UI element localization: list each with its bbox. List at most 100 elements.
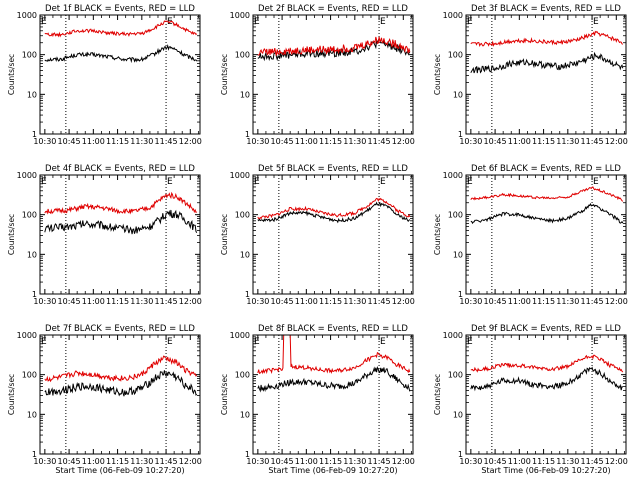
x-tick-label: 11:00 [295, 457, 318, 466]
x-tick-label: 10:45 [484, 297, 507, 306]
chart-title: Det 7f BLACK = Events, RED = LLD [45, 324, 195, 334]
marker-label: E [167, 337, 173, 347]
plot-frame [39, 174, 201, 295]
y-tick-label: 10 [27, 410, 37, 419]
y-tick-label: 100 [448, 371, 463, 380]
series-line-lld [470, 30, 624, 47]
x-tick-label: 10:30 [246, 137, 269, 146]
series-line-lld [470, 354, 624, 373]
x-tick-label: 12:00 [392, 137, 415, 146]
corner-label: E [467, 17, 473, 27]
y-tick-label: 100 [22, 211, 37, 220]
series-line-lld [470, 186, 624, 202]
x-tick-label: 10:45 [58, 297, 81, 306]
y-tick-label: 10 [240, 410, 250, 419]
x-tick-label: 11:15 [106, 137, 129, 146]
plot-frame [252, 14, 414, 135]
marker-label: E [167, 177, 173, 187]
x-tick-label: 11:30 [556, 297, 579, 306]
y-axis-label: Counts/sec [433, 214, 442, 255]
y-tick-label: 10 [453, 410, 463, 419]
y-tick-label: 1 [32, 450, 37, 459]
y-tick-label: 10 [27, 250, 37, 259]
x-tick-label: 11:15 [319, 137, 342, 146]
series-line-events [257, 366, 411, 393]
chart-title: Det 8f BLACK = Events, RED = LLD [258, 324, 408, 334]
series-line-events [470, 366, 624, 392]
y-tick-label: 10 [240, 250, 250, 259]
x-tick-label: 11:00 [82, 457, 105, 466]
y-tick-label: 10 [453, 90, 463, 99]
x-tick-label: 10:30 [459, 457, 482, 466]
y-tick-label: 1 [458, 290, 463, 299]
y-tick-label: 1 [245, 450, 250, 459]
plot-frame [39, 14, 201, 135]
marker-label: E [380, 177, 386, 187]
marker-label: E [593, 337, 599, 347]
x-tick-label: 11:00 [508, 137, 531, 146]
x-tick-label: 12:00 [179, 137, 202, 146]
chart-panel-1: Det 1f BLACK = Events, RED = LLD Counts/s… [7, 4, 202, 146]
series-line-lld [44, 355, 198, 383]
y-axis-label: Counts/sec [433, 374, 442, 415]
plot-frame [465, 174, 627, 295]
x-tick-label: 10:30 [33, 297, 56, 306]
chart-title: Det 6f BLACK = Events, RED = LLD [471, 164, 621, 174]
series-line-lld [257, 36, 411, 56]
x-tick-label: 11:45 [581, 137, 604, 146]
x-tick-label: 10:45 [271, 457, 294, 466]
y-tick-label: 100 [22, 371, 37, 380]
x-tick-label: 11:15 [319, 297, 342, 306]
y-tick-label: 100 [235, 371, 250, 380]
y-tick-label: 10 [27, 90, 37, 99]
series-line-events [470, 51, 624, 74]
chart-title: Det 4f BLACK = Events, RED = LLD [45, 164, 195, 174]
x-tick-label: 11:00 [295, 297, 318, 306]
x-tick-label: 12:00 [392, 297, 415, 306]
x-tick-label: 10:45 [271, 137, 294, 146]
x-tick-label: 10:30 [246, 297, 269, 306]
x-axis-label: Start Time (06-Feb-09 10:27:20) [481, 466, 610, 475]
series-line-lld [257, 197, 411, 220]
series-line-events [44, 370, 198, 397]
y-tick-label: 1000 [443, 11, 463, 20]
x-tick-label: 12:00 [605, 297, 628, 306]
marker-label: E [380, 337, 386, 347]
x-tick-label: 11:45 [155, 297, 178, 306]
x-tick-label: 11:30 [130, 297, 153, 306]
x-tick-label: 11:45 [581, 457, 604, 466]
x-tick-label: 11:00 [295, 137, 318, 146]
y-tick-label: 1 [32, 290, 37, 299]
series-line-lld [44, 20, 198, 38]
series-line-lld [44, 191, 198, 215]
x-tick-label: 11:30 [130, 457, 153, 466]
x-tick-label: 12:00 [605, 457, 628, 466]
chart-panel-5: Det 5f BLACK = Events, RED = LLD Counts/s… [220, 164, 415, 306]
y-tick-label: 1000 [443, 331, 463, 340]
y-tick-label: 1000 [230, 11, 250, 20]
marker-label: E [593, 17, 599, 27]
x-axis-label: Start Time (06-Feb-09 10:27:20) [55, 466, 184, 475]
x-tick-label: 11:30 [130, 137, 153, 146]
series-line-events [257, 201, 411, 224]
plot-frame [39, 334, 201, 455]
y-tick-label: 1 [245, 130, 250, 139]
chart-panel-2: Det 2f BLACK = Events, RED = LLD Counts/s… [220, 4, 415, 146]
corner-label: E [467, 337, 473, 347]
corner-label: E [254, 337, 260, 347]
y-tick-label: 10 [453, 250, 463, 259]
y-tick-label: 100 [448, 51, 463, 60]
series-line-events [470, 202, 624, 225]
y-tick-label: 100 [448, 211, 463, 220]
chart-panel-4: Det 4f BLACK = Events, RED = LLD Counts/s… [7, 164, 202, 306]
x-tick-label: 10:45 [484, 137, 507, 146]
corner-label: E [41, 337, 47, 347]
y-tick-label: 100 [22, 51, 37, 60]
y-tick-label: 1000 [17, 171, 37, 180]
series-line-events [44, 209, 198, 235]
x-tick-label: 10:30 [459, 297, 482, 306]
marker-label: E [593, 177, 599, 187]
x-tick-label: 11:15 [532, 457, 555, 466]
chart-title: Det 2f BLACK = Events, RED = LLD [258, 4, 408, 14]
x-tick-label: 11:30 [556, 137, 579, 146]
